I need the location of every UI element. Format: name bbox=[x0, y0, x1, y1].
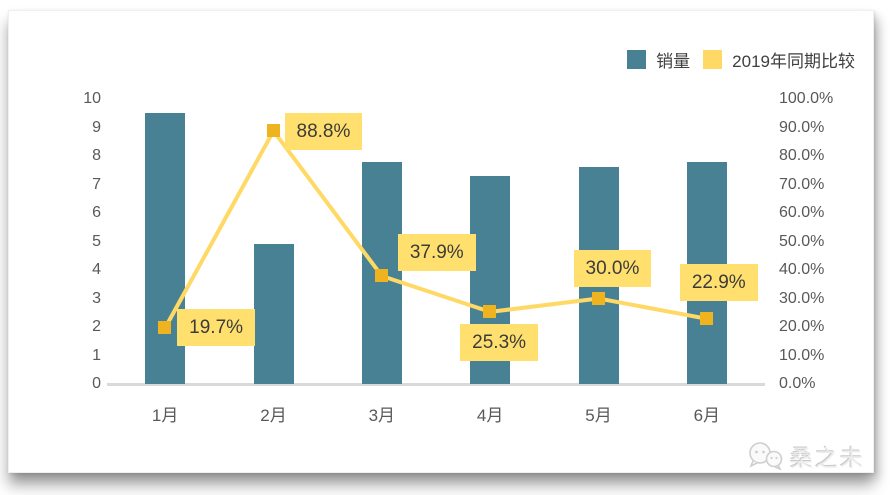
left-axis-tick: 4 bbox=[92, 261, 101, 278]
left-axis: 10 9 8 7 6 5 4 3 2 1 0 bbox=[9, 90, 101, 392]
left-axis-tick: 0 bbox=[92, 375, 101, 392]
data-label: 37.9% bbox=[397, 233, 476, 271]
right-axis-tick: 60.0% bbox=[779, 204, 825, 221]
x-axis-label: 5月 bbox=[585, 406, 612, 425]
right-axis-tick: 90.0% bbox=[779, 118, 825, 136]
right-axis-tick: 50.0% bbox=[779, 232, 825, 250]
left-axis-tick: 8 bbox=[92, 147, 101, 164]
line-path bbox=[163, 128, 709, 330]
legend-label: 销量 bbox=[656, 52, 691, 71]
x-axis-label: 6月 bbox=[693, 406, 721, 425]
watermark-text: 桑之未 bbox=[790, 445, 865, 471]
legend-item-1[interactable]: 2019年同期比较 bbox=[703, 47, 855, 72]
data-label: 22.9% bbox=[679, 263, 758, 301]
right-axis-tick: 40.0% bbox=[779, 261, 825, 278]
legend-swatch-icon bbox=[627, 50, 647, 69]
data-label: 25.3% bbox=[460, 323, 539, 361]
data-label: 88.8% bbox=[284, 112, 363, 150]
left-axis-tick: 10 bbox=[83, 90, 101, 107]
line-marker bbox=[699, 311, 713, 325]
right-axis-tick: 70.0% bbox=[779, 175, 825, 193]
legend-swatch-icon bbox=[703, 50, 723, 69]
left-axis-tick: 5 bbox=[92, 232, 101, 250]
chart-card: 销量 2019年同期比较 10 9 8 7 6 5 4 3 2 1 0 100.0% 90.0% 80.0… bbox=[8, 10, 874, 473]
right-axis: 100.0% 90.0% 80.0% 70.0% 60.0% 50.0% 40.0% 30.0… bbox=[779, 90, 869, 392]
watermark: 桑之未 bbox=[747, 439, 865, 473]
left-axis-tick: 1 bbox=[92, 346, 101, 364]
x-axis-label: 3月 bbox=[368, 406, 396, 425]
x-axis-line bbox=[107, 383, 765, 386]
chat-bubbles-icon bbox=[749, 442, 783, 471]
legend-item-0[interactable]: 销量 bbox=[627, 47, 690, 72]
legend-label: 2019年同期比较 bbox=[732, 52, 855, 71]
line-marker bbox=[266, 123, 280, 137]
bar-2月 bbox=[253, 244, 294, 384]
left-axis-tick: 7 bbox=[92, 175, 101, 193]
data-label: 30.0% bbox=[573, 249, 652, 287]
line-marker bbox=[591, 291, 605, 305]
left-axis-tick: 9 bbox=[92, 118, 101, 136]
right-axis-tick: 30.0% bbox=[779, 289, 825, 307]
line-marker bbox=[483, 304, 497, 318]
line-series bbox=[163, 128, 709, 330]
left-axis-tick: 6 bbox=[92, 204, 101, 221]
x-axis-label: 1月 bbox=[151, 406, 179, 425]
right-axis-tick: 10.0% bbox=[779, 346, 825, 364]
left-axis-tick: 3 bbox=[92, 289, 101, 307]
data-label: 19.7% bbox=[177, 308, 256, 346]
right-axis-tick: 20.0% bbox=[779, 318, 825, 335]
right-axis-tick: 80.0% bbox=[779, 147, 825, 164]
line-marker bbox=[374, 268, 388, 282]
right-axis-tick: 100.0% bbox=[779, 90, 834, 107]
line-marker bbox=[158, 320, 172, 334]
plot-area: 19.7% 88.8% 37.9% 25.3% 30.0% 22.9% bbox=[111, 99, 761, 384]
right-axis-tick: 0.0% bbox=[779, 375, 816, 392]
left-axis-tick: 2 bbox=[92, 318, 101, 335]
chart-legend: 销量 2019年同期比较 bbox=[627, 47, 855, 72]
x-axis-label: 4月 bbox=[476, 406, 504, 425]
x-axis-label: 2月 bbox=[260, 406, 287, 425]
x-axis-labels: 1月 2月 3月 4月 5月 6月 bbox=[111, 401, 761, 427]
